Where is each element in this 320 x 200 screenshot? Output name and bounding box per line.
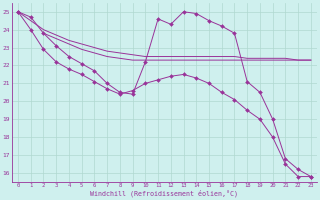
X-axis label: Windchill (Refroidissement éolien,°C): Windchill (Refroidissement éolien,°C) bbox=[91, 190, 238, 197]
